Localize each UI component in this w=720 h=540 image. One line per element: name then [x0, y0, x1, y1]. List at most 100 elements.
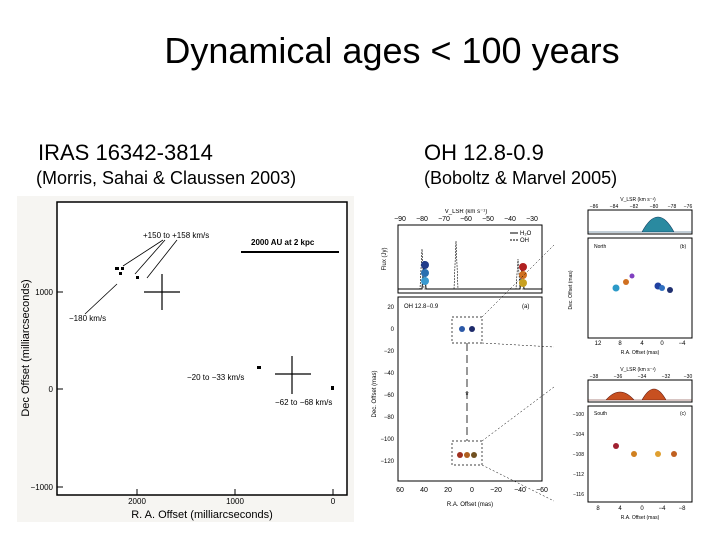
annotation-mid: −20 to −33 km/s	[187, 373, 244, 382]
north-spot	[629, 273, 635, 279]
south-spectrum	[588, 388, 692, 401]
north-x-axis-label: R.A. Offset (mas)	[621, 350, 660, 356]
south-x-tick: −4	[659, 506, 667, 512]
vlsr-tick: −70	[438, 216, 450, 223]
south-tag: (c)	[680, 411, 686, 417]
map-x-tick: 40	[420, 487, 428, 494]
north-spectrum	[588, 216, 692, 233]
south-y-tick: −108	[573, 452, 584, 458]
south-vlsr-tick: −34	[638, 374, 647, 380]
south-maser	[464, 452, 470, 458]
south-x-tick: 8	[596, 506, 600, 512]
north-vlsr-tick: −86	[590, 204, 599, 210]
position-cross-east	[275, 356, 311, 394]
map-x-tick: −20	[490, 487, 502, 494]
vlsr-tick: −60	[460, 216, 472, 223]
map-x-tick: −40	[514, 487, 526, 494]
flux-axis-label: Flux (Jy)	[382, 248, 388, 271]
map-y-tick: 20	[387, 305, 394, 311]
vlsr-tick: −50	[482, 216, 494, 223]
south-y-tick: −116	[573, 492, 584, 498]
south-x-axis-label: R.A. Offset (mas)	[621, 515, 660, 521]
north-region-label: North	[594, 244, 606, 250]
north-spot	[623, 279, 629, 285]
vlsr-axis-label: V_LSR (km s⁻¹)	[445, 209, 488, 215]
south-spot	[631, 451, 637, 457]
spectral-peak	[519, 263, 527, 271]
vlsr-tick: −30	[526, 216, 538, 223]
north-tag: (b)	[680, 244, 686, 250]
maser-spot	[119, 272, 122, 275]
south-vlsr-tick: −30	[684, 374, 693, 380]
south-x-tick: 4	[618, 506, 622, 512]
map-panel-tag: (a)	[522, 304, 529, 310]
map-x-axis-label: R.A. Offset (mas)	[447, 502, 493, 508]
annotation-left: −180 km/s	[69, 314, 106, 323]
north-spot	[659, 285, 665, 291]
south-x-tick: 0	[640, 506, 644, 512]
north-spot	[612, 284, 620, 292]
x-tick-0: 0	[331, 497, 336, 506]
y-tick-0: 0	[49, 385, 54, 394]
north-maser	[459, 326, 465, 332]
annotation-right: −62 to −68 km/s	[275, 398, 332, 407]
map-panel-name: OH 12.8−0.9	[404, 304, 439, 310]
x-tick-2000: 2000	[128, 497, 146, 506]
north-spot	[667, 287, 673, 293]
spectral-peak	[421, 269, 429, 277]
south-y-tick: −112	[573, 472, 584, 478]
y-tick-minus-1000: −1000	[31, 483, 54, 492]
south-inset-figure: V_LSR (km s⁻¹) −38 −36 −34 −32 −30 South…	[554, 364, 696, 524]
right-source-reference: (Boboltz & Marvel 2005)	[424, 168, 618, 188]
legend-oh: OH	[520, 238, 529, 244]
left-source-name: IRAS 16342-3814	[38, 140, 213, 165]
legend-h2o: H₂O	[520, 231, 532, 237]
north-maser	[469, 326, 475, 332]
spectral-peak	[519, 271, 527, 279]
north-vlsr-tick: −82	[630, 204, 639, 210]
north-vlsr-tick: −78	[668, 204, 677, 210]
north-inset-figure: V_LSR (km s⁻¹) −86 −84 −82 −80 −78 −76 N…	[554, 194, 696, 358]
slide-title: Dynamical ages < 100 years	[164, 30, 620, 71]
spectral-peak	[421, 277, 429, 285]
south-vlsr-tick: −32	[662, 374, 671, 380]
south-y-tick: −104	[573, 432, 584, 438]
vlsr-tick: −90	[394, 216, 406, 223]
south-spot	[671, 451, 677, 457]
south-zoom-box	[451, 440, 483, 466]
oh-main-figure: V_LSR (km s⁻¹) −90 −80 −70 −60 −50 −40 −…	[366, 209, 555, 514]
map-y-tick: −40	[384, 371, 395, 377]
map-x-tick: 20	[444, 487, 452, 494]
south-vlsr-tick: −38	[590, 374, 599, 380]
north-x-tick: −4	[679, 341, 687, 347]
south-vlsr-tick: −36	[614, 374, 623, 380]
south-spot	[613, 443, 619, 449]
annotation-top: +150 to +158 km/s	[143, 231, 209, 240]
map-x-tick: 0	[470, 487, 474, 494]
south-maser	[471, 452, 477, 458]
south-spot	[655, 451, 661, 457]
north-y-axis-label: Dec. Offset (mas)	[568, 270, 574, 309]
x-tick-1000: 1000	[226, 497, 244, 506]
north-vlsr-tick: −84	[610, 204, 619, 210]
north-x-tick: 12	[595, 341, 602, 347]
position-cross-west	[144, 274, 180, 310]
maser-spot	[121, 267, 124, 270]
vlsr-tick: −80	[416, 216, 428, 223]
north-x-tick: 8	[618, 341, 622, 347]
maser-spot	[136, 276, 139, 279]
north-x-tick: 4	[640, 341, 644, 347]
maser-spot	[331, 386, 334, 390]
north-x-tick: 0	[660, 341, 664, 347]
south-vlsr-label: V_LSR (km s⁻¹)	[620, 367, 656, 373]
y-tick-1000: 1000	[35, 288, 53, 297]
north-vlsr-label: V_LSR (km s⁻¹)	[620, 197, 656, 203]
map-y-axis-label: Dec. Offset (mas)	[372, 371, 378, 418]
south-region-label: South	[594, 411, 607, 417]
right-source-name: OH 12.8-0.9	[424, 140, 544, 165]
map-y-tick: −20	[384, 349, 395, 355]
maser-spot	[257, 366, 261, 369]
south-x-tick: −8	[679, 506, 687, 512]
y-axis-label: Dec Offset (milliarcseconds)	[20, 279, 32, 416]
left-source-reference: (Morris, Sahai & Claussen 2003)	[36, 168, 297, 188]
